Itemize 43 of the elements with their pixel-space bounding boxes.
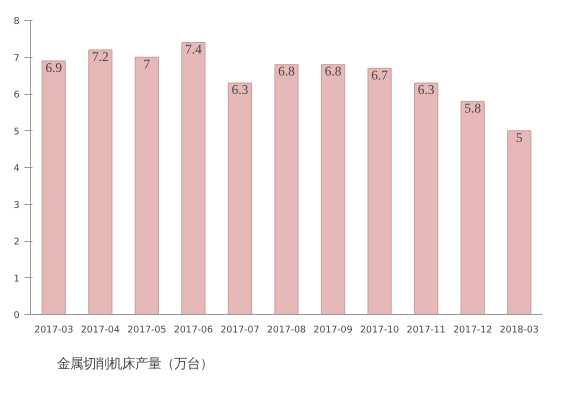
x-tick-label: 2017-11 [406, 324, 446, 336]
y-tick-label: 5 [14, 126, 20, 138]
data-label: 6.8 [278, 64, 296, 79]
data-label: 6.7 [371, 67, 388, 82]
y-tick-label: 2 [14, 236, 20, 248]
bar [460, 100, 485, 314]
x-tick-label: 2017-10 [360, 324, 400, 336]
y-tick-label: 8 [14, 16, 20, 27]
x-tick-label: 2017-05 [127, 324, 166, 336]
bar [367, 68, 392, 314]
y-tick-label: 0 [14, 310, 20, 321]
data-label: 6.3 [418, 82, 435, 97]
data-label: 7 [144, 56, 151, 72]
bar [228, 82, 252, 314]
bar [274, 64, 299, 314]
y-tick-label: 6 [14, 90, 20, 100]
y-tick-label: 3 [14, 200, 20, 211]
data-label: 5.8 [464, 100, 482, 116]
data-label: 7.2 [92, 48, 109, 64]
bar [134, 56, 159, 314]
x-tick-label: 2017-07 [220, 324, 260, 336]
bar [320, 64, 346, 314]
bar [181, 42, 206, 314]
bar [88, 49, 112, 314]
x-tick-label: 2017-09 [314, 324, 353, 336]
x-tick-label: 2017-06 [174, 324, 213, 336]
bar [42, 60, 66, 314]
x-tick-label: 2017-12 [453, 324, 492, 336]
data-label: 6.9 [45, 60, 62, 75]
data-label: 7.4 [185, 42, 202, 57]
bar [507, 130, 532, 314]
text: 金属切削机床产量（万台） [57, 356, 213, 373]
x-tick-label: 2017-03 [34, 324, 74, 336]
data-label: 6.3 [232, 82, 249, 97]
x-tick-label: 2018-03 [500, 324, 539, 336]
x-tick-label: 2017-08 [267, 324, 306, 336]
y-tick-label: 4 [14, 163, 20, 174]
bar [414, 82, 438, 314]
data-label: 6.8 [324, 64, 342, 79]
y-tick-label: 7 [14, 52, 20, 64]
y-tick-label: 1 [14, 273, 20, 284]
data-label: 5 [516, 130, 523, 145]
x-tick-label: 2017-04 [80, 324, 120, 336]
